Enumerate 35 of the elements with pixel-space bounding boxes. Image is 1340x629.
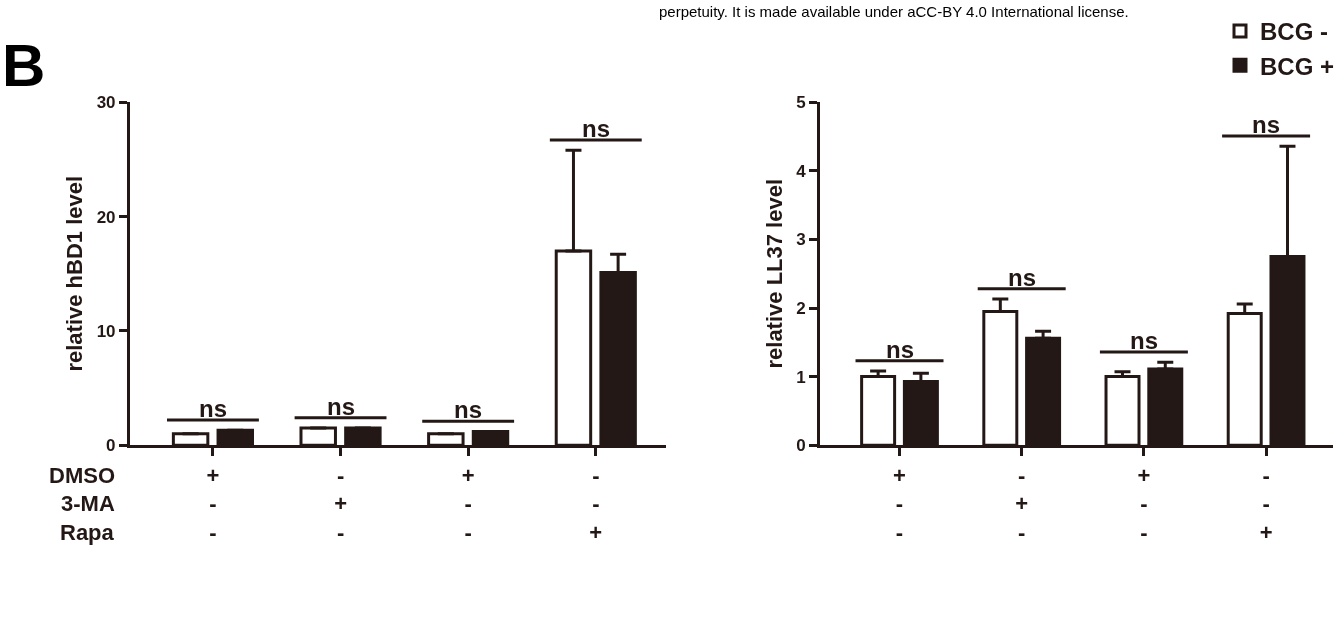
text: B <box>2 32 46 99</box>
text: Rapa <box>60 520 115 545</box>
y-tick-label: 0 <box>106 436 116 456</box>
y-axis-title: relative hBD1 level <box>62 175 88 372</box>
annotation: ns <box>582 115 611 142</box>
annotation: ns <box>1252 111 1281 138</box>
y-tick-label: 30 <box>96 93 116 113</box>
x-tick-label: - + - <box>334 462 347 545</box>
annotation: ns <box>1130 327 1159 354</box>
x-tick-label: - + - <box>1015 462 1029 545</box>
legend-label: BCG + <box>1260 52 1335 80</box>
text: DMSO <box>49 463 115 488</box>
y-axis-title: relative LL37 level <box>762 178 788 369</box>
x-tick-label: + - - <box>206 462 220 545</box>
x-tick-label: + - - <box>893 462 906 545</box>
annotation: ns <box>327 393 356 420</box>
x-tick-label: - - + <box>589 462 603 545</box>
y-tick-label: 4 <box>796 161 807 181</box>
y-tick-label: 2 <box>796 298 806 318</box>
y-tick-label: 0 <box>796 436 806 456</box>
y-tick-label: 1 <box>796 367 806 387</box>
text: 3-MA <box>61 491 115 516</box>
annotation: ns <box>454 396 483 423</box>
annotation: ns <box>199 395 228 422</box>
annotation: ns <box>886 336 915 363</box>
y-tick-label: 20 <box>96 207 116 227</box>
annotation: ns <box>1008 264 1037 291</box>
y-tick-label: 3 <box>796 230 806 250</box>
text: perpetuity. It is made available under aCC-BY 4.0 International license. <box>659 3 1129 20</box>
legend-label: BCG - <box>1260 18 1328 46</box>
x-tick-label: + - - <box>1137 462 1151 545</box>
y-tick-label: 10 <box>96 321 116 341</box>
y-tick-label: 5 <box>796 93 806 113</box>
x-tick-label: + - - <box>461 462 475 545</box>
x-tick-label: - - + <box>1259 462 1273 545</box>
